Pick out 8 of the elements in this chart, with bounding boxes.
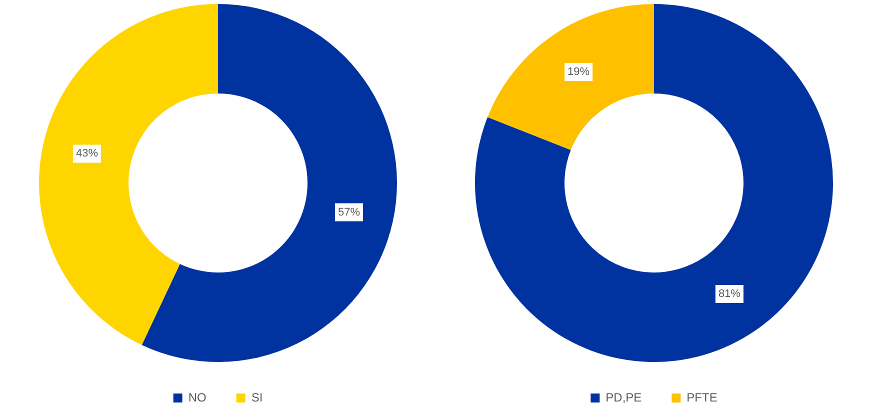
legend-label: SI — [251, 390, 263, 404]
data-label: 81% — [718, 288, 741, 300]
data-label: 57% — [338, 206, 360, 218]
legend-label: PD,PE — [606, 390, 642, 404]
data-label: 43% — [76, 148, 98, 160]
legend-label: PFTE — [686, 390, 718, 404]
data-label: 19% — [568, 66, 590, 78]
legend-label: NO — [188, 390, 206, 404]
